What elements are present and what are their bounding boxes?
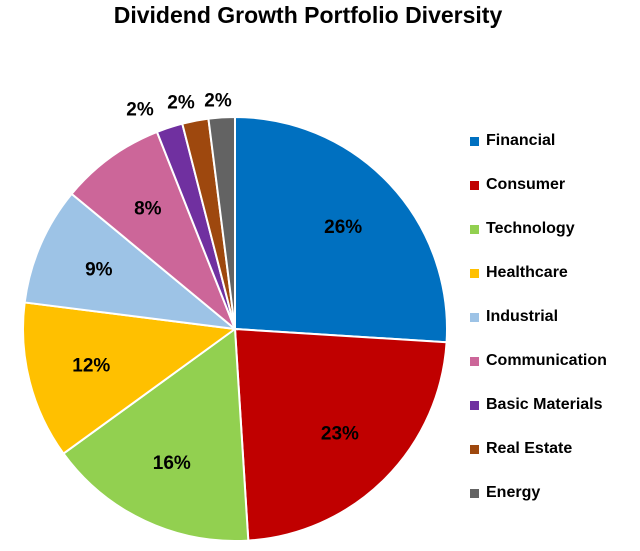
data-label-energy: 2% [204, 91, 232, 112]
data-label-industrial: 9% [85, 260, 113, 281]
data-label-financial: 26% [324, 217, 362, 238]
pie-slice-healthcare [22, 301, 238, 456]
legend-swatch [470, 356, 479, 366]
legend-item-consumer: Consumer [470, 163, 607, 207]
legend-item-healthcare: Healthcare [470, 251, 607, 295]
legend-label: Healthcare [486, 264, 568, 281]
legend-swatch [470, 488, 479, 498]
legend-label: Energy [486, 484, 541, 501]
legend-label: Industrial [486, 308, 559, 325]
pie-slice-energy [207, 115, 236, 330]
legend-item-energy: Energy [470, 471, 607, 515]
legend-label: Basic Materials [486, 396, 603, 413]
data-label-healthcare: 12% [72, 355, 110, 376]
legend-item-real-estate: Real Estate [470, 427, 607, 471]
legend-label: Financial [486, 132, 556, 149]
data-label-real-estate: 2% [167, 93, 195, 114]
legend-item-technology: Technology [470, 207, 607, 251]
pie-slice-communication [70, 130, 236, 330]
data-label-communication: 8% [134, 198, 162, 219]
legend-item-communication: Communication [470, 339, 607, 383]
data-label-consumer: 23% [321, 423, 359, 444]
legend-swatch [470, 268, 479, 278]
legend-swatch [470, 444, 479, 454]
legend-item-financial: Financial [470, 119, 607, 163]
pie-slice-industrial [23, 192, 239, 331]
legend-swatch [470, 400, 479, 410]
legend-label: Technology [486, 220, 575, 237]
pie-slice-technology [62, 327, 250, 542]
legend-swatch [470, 224, 479, 234]
legend-label: Consumer [486, 176, 566, 193]
data-label-technology: 16% [153, 453, 191, 474]
legend-item-industrial: Industrial [470, 295, 607, 339]
pie-slice-consumer [233, 327, 448, 542]
legend-swatch [470, 312, 479, 322]
legend-swatch [470, 136, 479, 146]
chart-legend: Financial Consumer Technology Healthcare Ind… [470, 119, 607, 515]
legend-label: Communication [486, 352, 607, 369]
legend-item-basic-materials: Basic Materials [470, 383, 607, 427]
legend-swatch [470, 180, 479, 190]
chart-title: Dividend Growth Portfolio Diversity [113, 2, 503, 28]
pie-slice-financial [234, 115, 448, 344]
legend-label: Real Estate [486, 440, 573, 457]
data-label-basic-materials: 2% [126, 100, 154, 121]
